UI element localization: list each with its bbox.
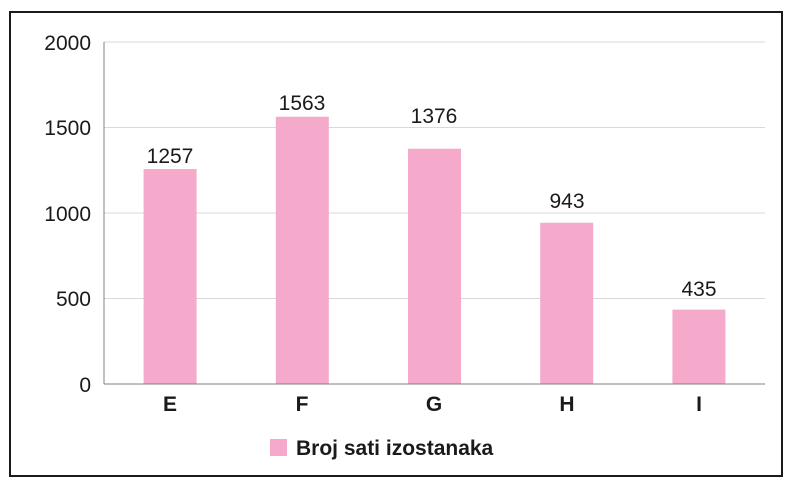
y-tick-label: 1000 bbox=[44, 203, 91, 226]
bar-h bbox=[540, 222, 594, 384]
bar-f bbox=[275, 116, 329, 385]
x-tick-label: G bbox=[426, 393, 442, 416]
y-tick-label: 500 bbox=[56, 288, 91, 311]
data-label: 1376 bbox=[411, 105, 458, 128]
data-label: 943 bbox=[549, 190, 584, 213]
data-labels: 1257 1563 1376 943 435 bbox=[147, 92, 717, 301]
bar-e bbox=[143, 169, 197, 384]
bars bbox=[143, 116, 726, 385]
axes bbox=[103, 42, 765, 385]
data-label: 1563 bbox=[279, 92, 326, 115]
x-tick-label: E bbox=[163, 393, 177, 416]
data-label: 1257 bbox=[147, 145, 194, 168]
x-tick-label: I bbox=[696, 393, 702, 416]
legend: Broj sati izostanaka bbox=[270, 437, 494, 460]
bar-g bbox=[408, 148, 461, 384]
bar-i bbox=[672, 309, 726, 384]
y-tick-label: 1500 bbox=[44, 117, 91, 140]
legend-label: Broj sati izostanaka bbox=[296, 437, 494, 460]
y-tick-label: 2000 bbox=[44, 32, 91, 55]
chart-frame bbox=[9, 11, 783, 477]
legend-swatch bbox=[270, 439, 287, 456]
y-tick-labels: 0 500 1000 1500 2000 bbox=[44, 32, 91, 397]
y-tick-label: 0 bbox=[79, 374, 91, 397]
x-tick-labels: E F G H I bbox=[163, 393, 702, 416]
data-label: 435 bbox=[681, 278, 716, 301]
x-tick-label: H bbox=[559, 393, 574, 416]
x-tick-label: F bbox=[296, 393, 309, 416]
